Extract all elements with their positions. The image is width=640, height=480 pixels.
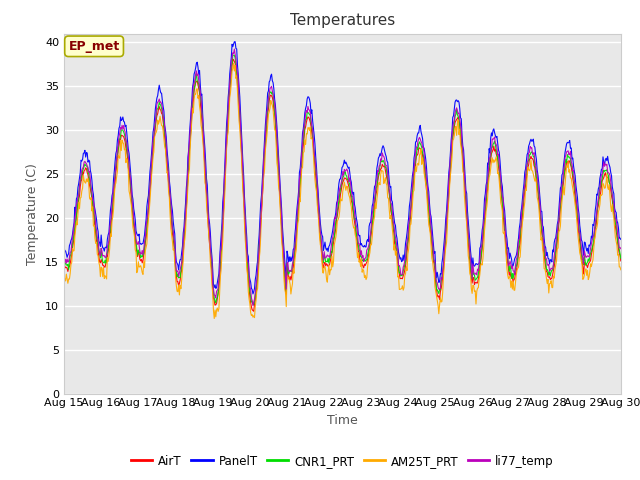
Title: Temperatures: Temperatures xyxy=(290,13,395,28)
Text: EP_met: EP_met xyxy=(68,40,120,53)
Y-axis label: Temperature (C): Temperature (C) xyxy=(26,163,40,264)
X-axis label: Time: Time xyxy=(327,414,358,427)
Legend: AirT, PanelT, CNR1_PRT, AM25T_PRT, li77_temp: AirT, PanelT, CNR1_PRT, AM25T_PRT, li77_… xyxy=(127,450,558,472)
